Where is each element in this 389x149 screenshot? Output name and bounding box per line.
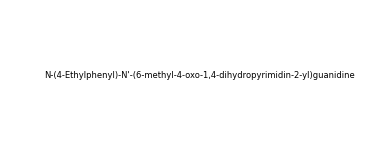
Text: N-(4-Ethylphenyl)-N'-(6-methyl-4-oxo-1,4-dihydropyrimidin-2-yl)guanidine: N-(4-Ethylphenyl)-N'-(6-methyl-4-oxo-1,4… [44, 71, 355, 80]
